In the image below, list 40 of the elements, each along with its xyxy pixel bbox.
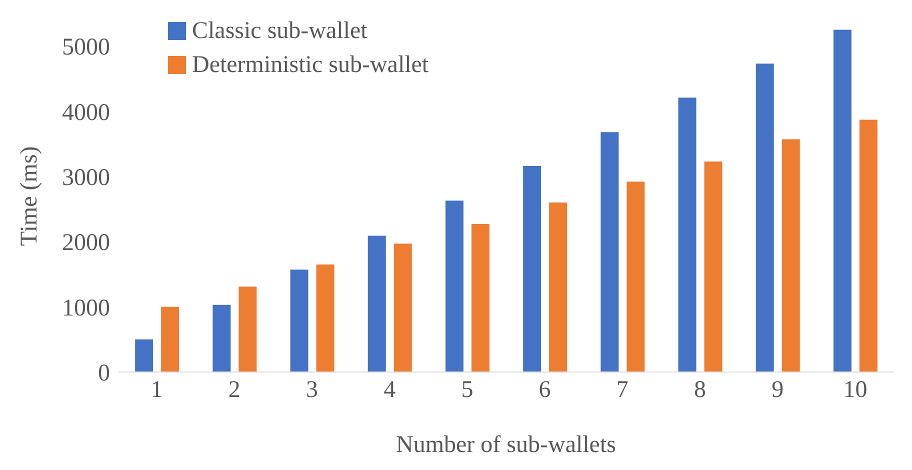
bar <box>600 132 619 372</box>
x-tick-label: 4 <box>384 377 396 404</box>
bar <box>290 270 308 372</box>
x-tick-label: 2 <box>228 377 240 404</box>
x-tick-label: 10 <box>843 377 868 404</box>
bar <box>238 286 257 372</box>
bar <box>626 182 645 372</box>
x-tick-label: 5 <box>461 377 474 404</box>
bar <box>471 224 490 372</box>
y-tick-label: 2000 <box>62 230 110 256</box>
bar <box>756 64 774 372</box>
bar <box>782 139 800 372</box>
bar <box>833 30 852 372</box>
legend-label: Deterministic sub-wallet <box>192 51 429 80</box>
x-tick-label: 3 <box>306 377 318 404</box>
y-tick-label: 0 <box>98 360 110 387</box>
x-tick-label: 8 <box>694 377 706 404</box>
x-axis-title: Number of sub-wallets <box>396 432 616 458</box>
bar <box>859 120 878 372</box>
bar <box>212 304 231 372</box>
x-tick-label: 7 <box>616 377 628 404</box>
bar <box>678 98 696 372</box>
bar <box>445 200 464 372</box>
x-tick-label: 1 <box>150 377 163 404</box>
bar <box>135 339 154 372</box>
y-tick-label: 5000 <box>62 34 110 61</box>
x-tick-label: 9 <box>772 377 784 404</box>
legend-label: Classic sub-wallet <box>192 17 368 46</box>
y-axis-title: Time (ms) <box>16 146 43 246</box>
x-tick-label: 6 <box>538 377 551 404</box>
bar <box>368 236 386 372</box>
y-tick-label: 1000 <box>62 295 110 322</box>
bar <box>316 264 334 372</box>
y-tick-label: 3000 <box>62 164 110 191</box>
bar <box>523 166 542 372</box>
bar <box>549 202 568 372</box>
bar <box>161 306 180 372</box>
bar <box>394 244 412 372</box>
y-tick-label: 4000 <box>62 100 110 126</box>
bar <box>704 161 722 372</box>
